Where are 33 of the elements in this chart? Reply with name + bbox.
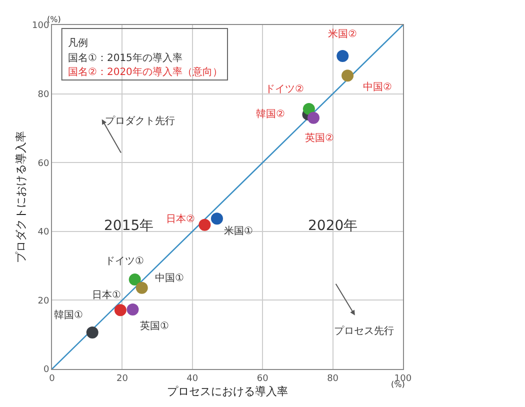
x-axis-title: プロセスにおける導入率	[167, 385, 288, 398]
data-label: 日本①	[92, 289, 121, 301]
annotation: 凡例	[68, 38, 88, 49]
x-tick-label: 80	[327, 374, 339, 384]
x-tick-label: 40	[186, 374, 198, 384]
text: (%)	[47, 15, 61, 24]
y-axis-title: プロダクトにおける導入率	[14, 131, 28, 263]
y-tick-label: 80	[38, 90, 50, 100]
data-label: 英国②	[305, 132, 334, 144]
y-tick-label: 0	[43, 365, 50, 376]
data-label: 韓国①	[54, 309, 83, 321]
data-label: 米国②	[328, 28, 357, 40]
annotation: 国名①：2015年の導入率	[68, 52, 182, 64]
data-label: 米国①	[224, 225, 253, 237]
annotation: プロダクト先行	[105, 115, 175, 127]
data-label: ドイツ②	[265, 84, 304, 95]
y-tick-label: 60	[38, 158, 50, 169]
text: (%)	[391, 380, 405, 389]
data-label: 英国①	[140, 320, 169, 332]
x-tick-label: 20	[116, 374, 128, 384]
data-label: 中国②	[363, 81, 392, 93]
annotation: 国名②：2020年の導入率（意向）	[68, 66, 222, 78]
y-tick-label: 20	[38, 296, 50, 306]
data-label: 韓国②	[256, 108, 285, 120]
x-tick-label: 60	[256, 374, 269, 384]
annotation: プロセス先行	[334, 325, 394, 337]
annotation: 2015年	[104, 218, 154, 234]
y-tick-label: 100	[32, 21, 50, 32]
annotation: 2020年	[308, 218, 358, 234]
data-label: ドイツ①	[105, 256, 144, 267]
data-label: 日本②	[166, 213, 195, 225]
data-label: 中国①	[155, 272, 184, 284]
y-tick-label: 40	[38, 228, 50, 238]
